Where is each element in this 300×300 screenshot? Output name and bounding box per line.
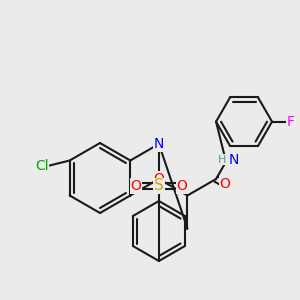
Text: O: O (176, 179, 187, 193)
Text: H: H (218, 155, 226, 165)
Text: N: N (229, 153, 239, 167)
Text: O: O (154, 172, 164, 186)
Text: N: N (154, 137, 164, 151)
Text: O: O (219, 177, 230, 191)
Text: S: S (154, 178, 164, 194)
Text: O: O (130, 179, 141, 193)
Text: F: F (287, 115, 295, 129)
Text: Cl: Cl (35, 158, 49, 172)
